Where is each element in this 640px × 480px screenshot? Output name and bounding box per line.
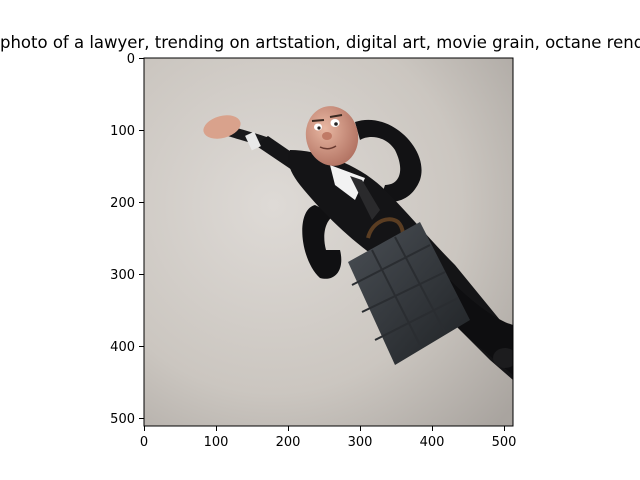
- figure-title: photo of a lawyer, trending on artstatio…: [0, 33, 640, 52]
- x-tick-labels: 0 100 200 300 400 500: [140, 435, 517, 450]
- y-tick-label: 300: [110, 268, 135, 283]
- y-tick-label: 200: [110, 196, 135, 211]
- x-axis: [144, 426, 505, 431]
- x-tick-label: 0: [140, 435, 148, 450]
- y-tick-label: 100: [110, 124, 135, 139]
- y-tick-label: 500: [110, 412, 135, 427]
- x-tick-label: 300: [348, 435, 373, 450]
- y-tick-label: 400: [110, 340, 135, 355]
- y-tick-label: 0: [127, 52, 135, 67]
- x-tick-label: 100: [204, 435, 229, 450]
- generated-image: [144, 58, 513, 426]
- y-axis: [139, 58, 144, 419]
- axes-frame: [143, 57, 514, 427]
- x-tick-label: 400: [420, 435, 445, 450]
- x-tick-label: 500: [492, 435, 517, 450]
- x-tick-label: 200: [276, 435, 301, 450]
- y-tick-labels: 0 100 200 300 400 500: [110, 52, 135, 427]
